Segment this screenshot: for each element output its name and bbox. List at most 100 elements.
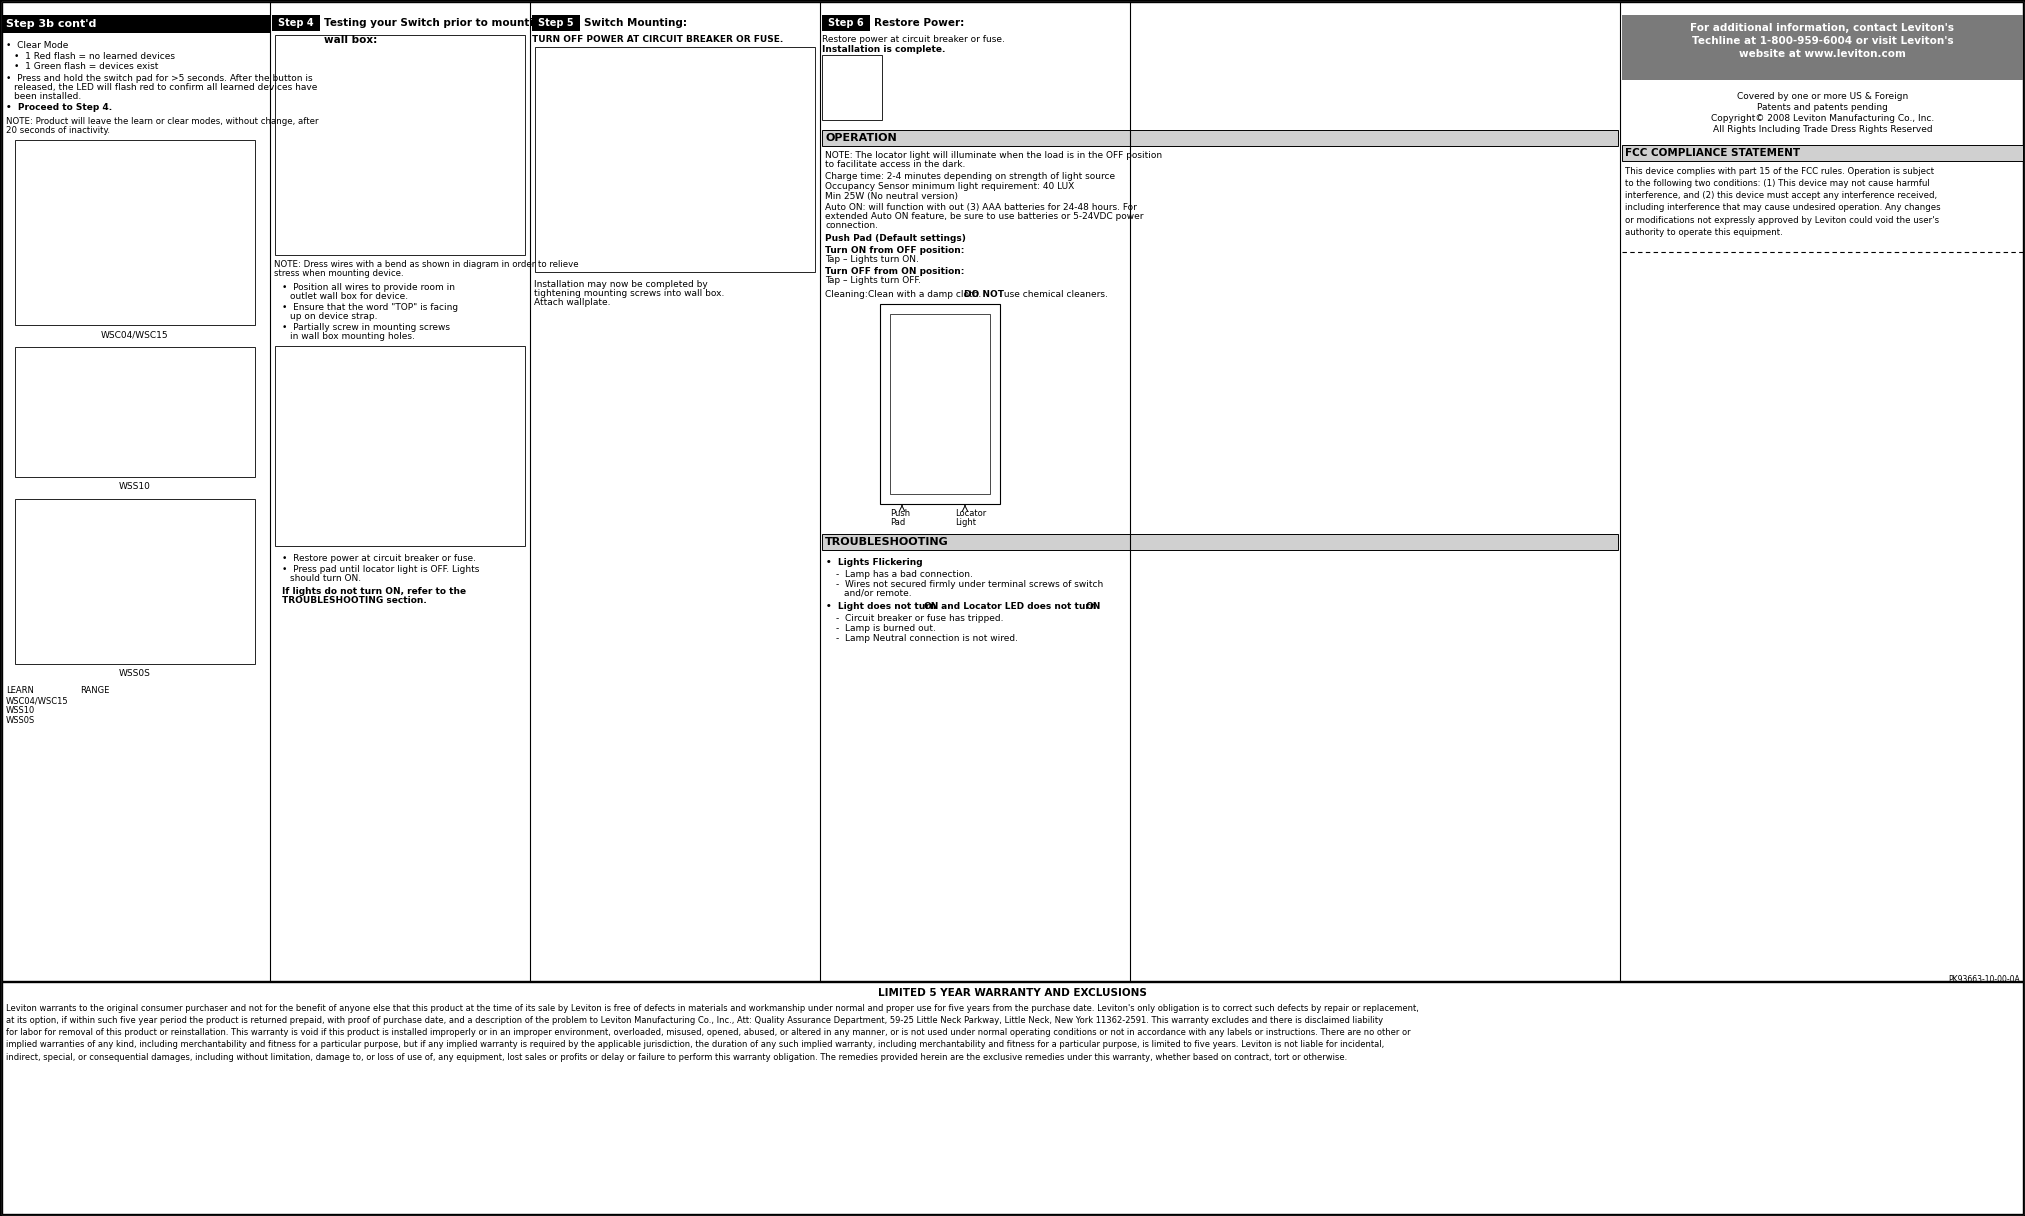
Text: Switch Mounting:: Switch Mounting: [583,18,686,28]
Text: This device complies with part 15 of the FCC rules. Operation is subject
to the : This device complies with part 15 of the… [1624,167,1940,237]
Text: connection.: connection. [824,221,879,230]
Bar [2,983,2023,1214]
Text: Leviton warrants to the original consumer purchaser and not for the benefit of a: Leviton warrants to the original consume… [6,1004,1420,1062]
Text: Light: Light [956,518,976,527]
Text: Turn OFF from ON position:: Turn OFF from ON position: [824,268,964,276]
Bar [822,15,871,30]
Bar [1622,15,2023,80]
Bar [271,15,320,30]
Text: Attach wallplate.: Attach wallplate. [535,298,610,306]
Text: -  Lamp is burned out.: - Lamp is burned out. [836,624,936,634]
Text: Restore power at circuit breaker or fuse.: Restore power at circuit breaker or fuse… [822,35,1004,44]
Bar [535,47,814,272]
Text: RANGE: RANGE [81,686,109,696]
Text: DO NOT: DO NOT [964,289,1004,299]
Text: Tap – Lights turn OFF.: Tap – Lights turn OFF. [824,276,921,285]
Text: stress when mounting device.: stress when mounting device. [273,269,403,278]
Text: tightening mounting screws into wall box.: tightening mounting screws into wall box… [535,289,725,298]
Text: Turn ON from OFF position:: Turn ON from OFF position: [824,246,964,255]
Text: •  Press pad until locator light is OFF. Lights: • Press pad until locator light is OFF. … [281,565,480,574]
Text: -  Lamp has a bad connection.: - Lamp has a bad connection. [836,570,972,579]
Text: Step 6: Step 6 [828,18,865,28]
Text: Auto ON: will function with out (3) AAA batteries for 24-48 hours. For: Auto ON: will function with out (3) AAA … [824,203,1136,212]
Text: Installation is complete.: Installation is complete. [822,45,946,54]
Text: OPERATION: OPERATION [824,133,897,143]
Text: Push: Push [891,510,909,518]
Text: •  Lights Flickering: • Lights Flickering [826,558,923,567]
Text: been installed.: been installed. [14,92,81,101]
Text: WSC04/WSC15: WSC04/WSC15 [101,330,168,339]
Bar [2,2,2023,981]
Text: LEARN: LEARN [6,686,34,696]
Bar [533,15,579,30]
Bar [881,304,1000,503]
Bar [14,499,255,664]
Text: WSS10: WSS10 [119,482,152,491]
Bar [275,347,524,546]
Bar [2,15,269,33]
Text: Pad: Pad [891,518,905,527]
Text: and/or remote.: and/or remote. [844,589,911,598]
Text: WSS0S: WSS0S [119,669,152,679]
Text: -  Wires not secured firmly under terminal screws of switch: - Wires not secured firmly under termina… [836,580,1104,589]
Text: TROUBLESHOOTING section.: TROUBLESHOOTING section. [281,596,427,606]
Text: Copyright© 2008 Leviton Manufacturing Co., Inc.: Copyright© 2008 Leviton Manufacturing Co… [1711,114,1934,123]
Text: ON: ON [1085,602,1102,610]
Text: NOTE: Product will leave the learn or clear modes, without change, after: NOTE: Product will leave the learn or cl… [6,117,318,126]
Bar [822,534,1618,550]
Text: Step 4: Step 4 [277,18,314,28]
Text: •  Light does not turn: • Light does not turn [826,602,940,610]
Text: •  Restore power at circuit breaker or fuse.: • Restore power at circuit breaker or fu… [281,554,476,563]
Text: WSS0S: WSS0S [6,716,34,725]
Text: If lights do not turn ON, refer to the: If lights do not turn ON, refer to the [281,587,466,596]
Bar [891,314,990,494]
Text: in wall box mounting holes.: in wall box mounting holes. [290,332,415,340]
Text: Covered by one or more US & Foreign: Covered by one or more US & Foreign [1737,92,1908,101]
Text: •  1 Green flash = devices exist: • 1 Green flash = devices exist [14,62,158,71]
Text: should turn ON.: should turn ON. [290,574,360,582]
Text: website at www.leviton.com: website at www.leviton.com [1739,49,1906,60]
Text: LIMITED 5 YEAR WARRANTY AND EXCLUSIONS: LIMITED 5 YEAR WARRANTY AND EXCLUSIONS [877,987,1146,998]
Text: wall box:: wall box: [324,35,377,45]
Text: WSS10: WSS10 [6,706,34,715]
Text: NOTE: The locator light will illuminate when the load is in the OFF position: NOTE: The locator light will illuminate … [824,151,1162,161]
Text: Restore Power:: Restore Power: [875,18,964,28]
Text: •  Ensure that the word "TOP" is facing: • Ensure that the word "TOP" is facing [281,303,458,313]
Bar [275,35,524,255]
Text: Push Pad (Default settings): Push Pad (Default settings) [824,233,966,243]
Text: TROUBLESHOOTING: TROUBLESHOOTING [824,537,950,547]
Text: Cleaning:: Cleaning: [824,289,871,299]
Text: -  Circuit breaker or fuse has tripped.: - Circuit breaker or fuse has tripped. [836,614,1004,623]
Text: FCC COMPLIANCE STATEMENT: FCC COMPLIANCE STATEMENT [1624,148,1800,158]
Text: •  Position all wires to provide room in: • Position all wires to provide room in [281,283,456,292]
Bar [822,130,1618,146]
Text: Charge time: 2-4 minutes depending on strength of light source: Charge time: 2-4 minutes depending on st… [824,171,1116,181]
Text: 20 seconds of inactivity.: 20 seconds of inactivity. [6,126,109,135]
Text: to facilitate access in the dark.: to facilitate access in the dark. [824,161,966,169]
Text: Locator: Locator [956,510,986,518]
Text: Patents and patents pending: Patents and patents pending [1758,103,1887,112]
Bar [14,140,255,325]
Text: ON: ON [923,602,940,610]
Text: For additional information, contact Leviton's: For additional information, contact Levi… [1691,23,1954,33]
Text: PK93663-10-00-0A: PK93663-10-00-0A [1948,975,2021,984]
Text: Tap – Lights turn ON.: Tap – Lights turn ON. [824,255,919,264]
Text: outlet wall box for device.: outlet wall box for device. [290,292,409,302]
Text: extended Auto ON feature, be sure to use batteries or 5-24VDC power: extended Auto ON feature, be sure to use… [824,212,1144,221]
Text: use chemical cleaners.: use chemical cleaners. [1000,289,1108,299]
Text: •  Press and hold the switch pad for >5 seconds. After the button is: • Press and hold the switch pad for >5 s… [6,74,312,83]
Text: TURN OFF POWER AT CIRCUIT BREAKER OR FUSE.: TURN OFF POWER AT CIRCUIT BREAKER OR FUS… [533,35,784,44]
Text: Techline at 1-800-959-6004 or visit Leviton's: Techline at 1-800-959-6004 or visit Levi… [1691,36,1954,46]
Text: Step 3b cont'd: Step 3b cont'd [6,19,97,29]
Text: WSC04/WSC15: WSC04/WSC15 [6,696,69,705]
Text: Testing your Switch prior to mounting in: Testing your Switch prior to mounting in [324,18,563,28]
Text: •  Partially screw in mounting screws: • Partially screw in mounting screws [281,323,450,332]
Text: -  Lamp Neutral connection is not wired.: - Lamp Neutral connection is not wired. [836,634,1019,643]
Text: •  Proceed to Step 4.: • Proceed to Step 4. [6,103,111,112]
Bar [14,347,255,477]
Text: •  1 Red flash = no learned devices: • 1 Red flash = no learned devices [14,52,174,61]
Text: All Rights Including Trade Dress Rights Reserved: All Rights Including Trade Dress Rights … [1713,125,1932,134]
Text: Installation may now be completed by: Installation may now be completed by [535,280,709,289]
Text: NOTE: Dress wires with a bend as shown in diagram in order to relieve: NOTE: Dress wires with a bend as shown i… [273,260,579,269]
Text: and Locator LED does not turn: and Locator LED does not turn [938,602,1100,610]
